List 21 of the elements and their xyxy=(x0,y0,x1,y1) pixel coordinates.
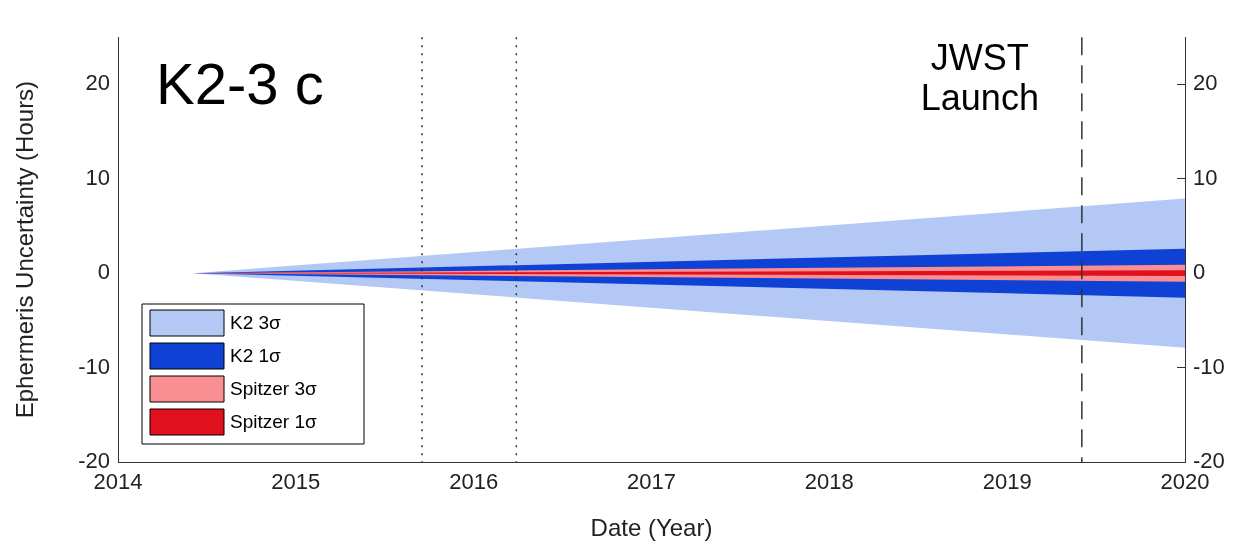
x-tick-label: 2018 xyxy=(804,469,854,495)
ref-line-label: JWST Launch xyxy=(920,37,1039,119)
y-tick-label: 20 xyxy=(85,70,110,96)
chart-title: K2-3 c xyxy=(156,51,324,117)
y2-tick-label: 20 xyxy=(1193,70,1218,96)
x-tick-label: 2017 xyxy=(627,469,676,495)
x-tick-label: 2019 xyxy=(982,469,1032,495)
legend-label: Spitzer 3σ xyxy=(230,378,317,400)
y2-tick-label: 0 xyxy=(1193,259,1206,285)
x-axis-title: Date (Year) xyxy=(590,514,713,542)
y2-tick-label: -10 xyxy=(1193,353,1225,379)
y-tick-label: 10 xyxy=(85,164,110,190)
y-tick-label: 0 xyxy=(97,259,110,285)
x-tick-label: 2016 xyxy=(449,469,499,495)
legend-label: K2 1σ xyxy=(230,345,282,367)
y-tick-label: -10 xyxy=(78,353,110,379)
legend-label: Spitzer 1σ xyxy=(230,411,317,433)
legend-label: K2 3σ xyxy=(230,312,282,334)
y2-tick-label: 10 xyxy=(1193,164,1218,190)
y-axis-title: Ephermeris Uncertainty (Hours) xyxy=(11,80,39,419)
x-tick-label: 2015 xyxy=(271,469,321,495)
